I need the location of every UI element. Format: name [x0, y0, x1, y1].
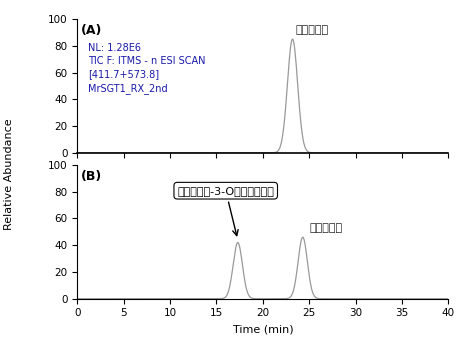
Text: NL: 1.28E6
TIC F: ITMS - n ESI SCAN
[411.7+573.8]
MrSGT1_RX_2nd: NL: 1.28E6 TIC F: ITMS - n ESI SCAN [411… — [88, 43, 206, 94]
X-axis label: Time (min): Time (min) — [233, 324, 293, 334]
Text: Relative Abundance: Relative Abundance — [4, 119, 15, 230]
Text: 푸코스테롤-3-O글루코사이드: 푸코스테롤-3-O글루코사이드 — [177, 186, 274, 236]
Text: (A): (A) — [81, 24, 102, 37]
Text: 푸코스테롤: 푸코스테롤 — [309, 223, 342, 233]
Text: (B): (B) — [81, 170, 102, 183]
Text: 푸코스테롤: 푸코스테롤 — [295, 25, 329, 35]
